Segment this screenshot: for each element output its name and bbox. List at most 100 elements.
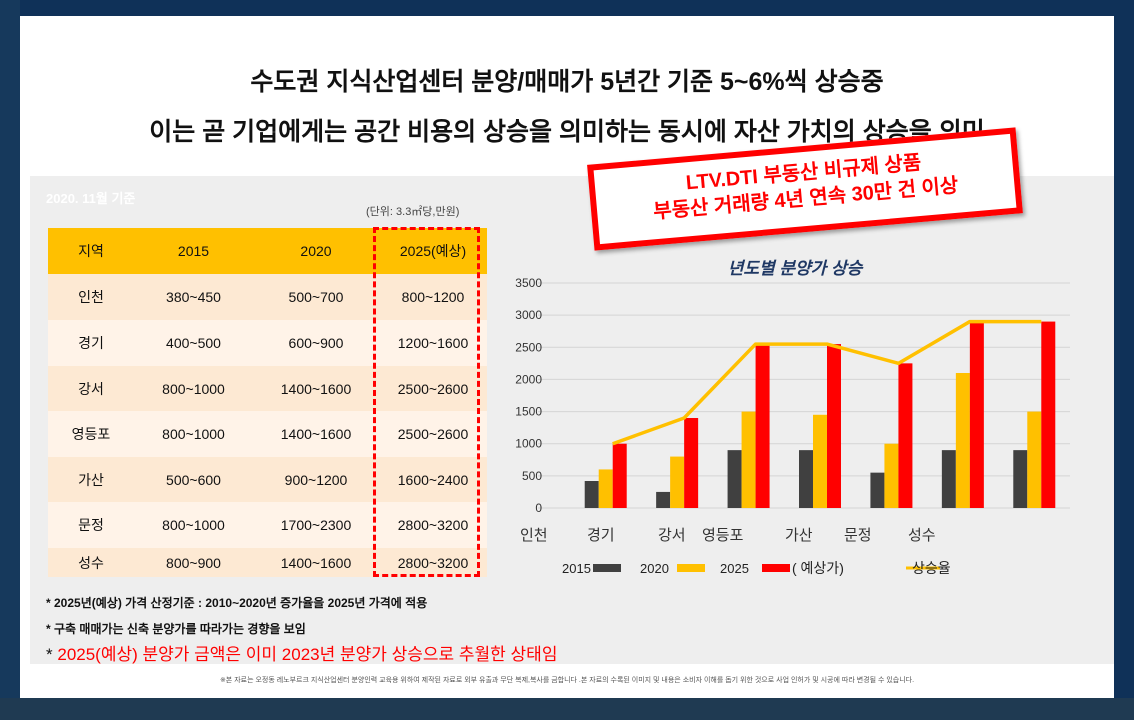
note-star: * [46, 645, 53, 664]
x-tick-label: 강서 [658, 527, 686, 544]
table-row: 강서 800~1000 1400~1600 2500~2600 [48, 366, 487, 411]
legend-label-2020: 2020 [640, 561, 669, 576]
y-tick-label: 2000 [515, 372, 542, 386]
cell-2025: 2500~2600 [379, 366, 487, 411]
cell-2020: 900~1200 [253, 457, 379, 502]
chart-title: 년도별 분양가 상승 [728, 259, 864, 278]
cell-region: 영등포 [48, 411, 134, 457]
note-highlight-text: 2025(예상) 분양가 금액은 이미 2023년 분양가 상승으로 추월한 상… [57, 645, 558, 664]
legend-label-growth: 상승율 [912, 560, 951, 576]
y-tick-label: 0 [535, 501, 542, 515]
cell-region: 성수 [48, 548, 134, 577]
legend-label-2025: 2025 [720, 561, 749, 576]
y-tick-label: 3000 [515, 308, 542, 322]
bar-2020 [955, 373, 970, 508]
cell-2020: 1400~1600 [253, 366, 379, 411]
bar-2025 [827, 344, 841, 508]
date-label: 2020. 11월 기준 [46, 191, 136, 206]
bottom-border-band [0, 698, 1134, 720]
bar-2015 [941, 450, 956, 508]
x-tick-label: 경기 [587, 527, 615, 544]
cell-2015: 800~900 [134, 548, 253, 577]
bar-2020 [1027, 411, 1042, 508]
header-2015: 2015 [134, 228, 253, 274]
disclaimer-footer: ※본 자료는 오정동 레노부르크 지식산업센터 분양인력 교육용 위하여 제작된… [219, 677, 915, 684]
bar-2015 [1013, 450, 1028, 508]
x-tick-label: 영등포 [702, 527, 744, 544]
table-row: 성수 800~900 1400~1600 2800~3200 [48, 548, 487, 577]
cell-2015: 380~450 [134, 274, 253, 320]
cell-2025: 800~1200 [379, 274, 487, 320]
y-tick-label: 1000 [515, 437, 542, 451]
table-row: 경기 400~500 600~900 1200~1600 [48, 320, 487, 366]
cell-2020: 500~700 [253, 274, 379, 320]
left-border-band [0, 0, 20, 720]
cell-2025: 2800~3200 [379, 502, 487, 548]
legend-label-forecast: ( 예상가) [792, 560, 844, 576]
bar-2025 [755, 344, 770, 508]
unit-label: (단위: 3.3㎡당,만원) [366, 206, 460, 218]
y-tick-label: 500 [522, 469, 542, 483]
y-tick-label: 1500 [515, 405, 542, 419]
y-tick-label: 3500 [515, 276, 542, 290]
bar-2025 [684, 418, 699, 508]
cell-2020: 1400~1600 [253, 548, 379, 577]
note-calculation-basis: * 2025년(예상) 가격 산정기준 : 2010~2020년 증가율을 20… [46, 596, 428, 610]
cell-2025: 1200~1600 [379, 320, 487, 366]
cell-2025: 2800~3200 [379, 548, 487, 577]
note-already-exceeded: * 2025(예상) 분양가 금액은 이미 2023년 분양가 상승으로 추월한… [46, 640, 557, 665]
bar-2015 [584, 481, 599, 508]
bar-2025 [612, 443, 627, 508]
line-series-상승율 [612, 319, 1042, 446]
table-header-row: 지역 2015 2020 2025(예상) [48, 228, 487, 274]
bar-2025 [1041, 321, 1056, 508]
forecast-highlight-box [373, 227, 480, 577]
bar-2020 [741, 411, 756, 508]
cell-region: 인천 [48, 274, 134, 320]
cell-2015: 800~1000 [134, 366, 253, 411]
price-chart: 년도별 분양가 상승 0 500 1000 1500 2000 2500 3000 3500 인천… [515, 259, 1070, 576]
cell-region: 가산 [48, 457, 134, 502]
cell-2015: 800~1000 [134, 411, 253, 457]
table-row: 가산 500~600 900~1200 1600~2400 [48, 457, 487, 502]
y-tick-label: 2500 [515, 340, 542, 354]
bar-2020 [884, 443, 899, 508]
table-row: 영등포 800~1000 1400~1600 2500~2600 [48, 411, 487, 457]
cell-region: 경기 [48, 320, 134, 366]
bar-2020 [670, 456, 685, 508]
header-2020: 2020 [253, 228, 379, 274]
legend-swatch-2025 [762, 564, 790, 572]
bar-2015 [656, 491, 671, 508]
bar-2025 [898, 363, 913, 508]
cell-2015: 400~500 [134, 320, 253, 366]
x-tick-label: 인천 [520, 527, 548, 544]
x-tick-label: 성수 [908, 527, 936, 544]
bar-2015 [727, 450, 742, 508]
cell-region: 문정 [48, 502, 134, 548]
bar-2015 [799, 450, 813, 508]
x-tick-label: 가산 [785, 527, 813, 544]
legend-swatch-2020 [677, 564, 705, 572]
bar-2020 [813, 414, 827, 508]
headline-line-1: 수도권 지식산업센터 분양/매매가 5년간 기준 5~6%씩 상승중 [250, 68, 884, 96]
x-tick-label: 문정 [844, 527, 872, 544]
table-row: 문정 800~1000 1700~2300 2800~3200 [48, 502, 487, 548]
header-region: 지역 [48, 228, 134, 274]
cell-2025: 2500~2600 [379, 411, 487, 457]
cell-region: 강서 [48, 366, 134, 411]
cell-2015: 500~600 [134, 457, 253, 502]
cell-2020: 1700~2300 [253, 502, 379, 548]
legend-swatch-2015 [593, 564, 621, 572]
cell-2015: 800~1000 [134, 502, 253, 548]
legend-label-2015: 2015 [562, 561, 591, 576]
bar-2025 [969, 321, 984, 508]
bar-2020 [598, 469, 613, 508]
price-table: 지역 2015 2020 2025(예상) 인천 380~450 500~700… [48, 228, 487, 577]
note-resale-trend: * 구축 매매가는 신축 분양가를 따라가는 경향을 보임 [46, 622, 306, 636]
bar-2015 [870, 472, 885, 508]
cell-2020: 600~900 [253, 320, 379, 366]
cell-2020: 1400~1600 [253, 411, 379, 457]
header-2025: 2025(예상) [379, 228, 487, 274]
table-row: 인천 380~450 500~700 800~1200 [48, 274, 487, 320]
cell-2025: 1600~2400 [379, 457, 487, 502]
